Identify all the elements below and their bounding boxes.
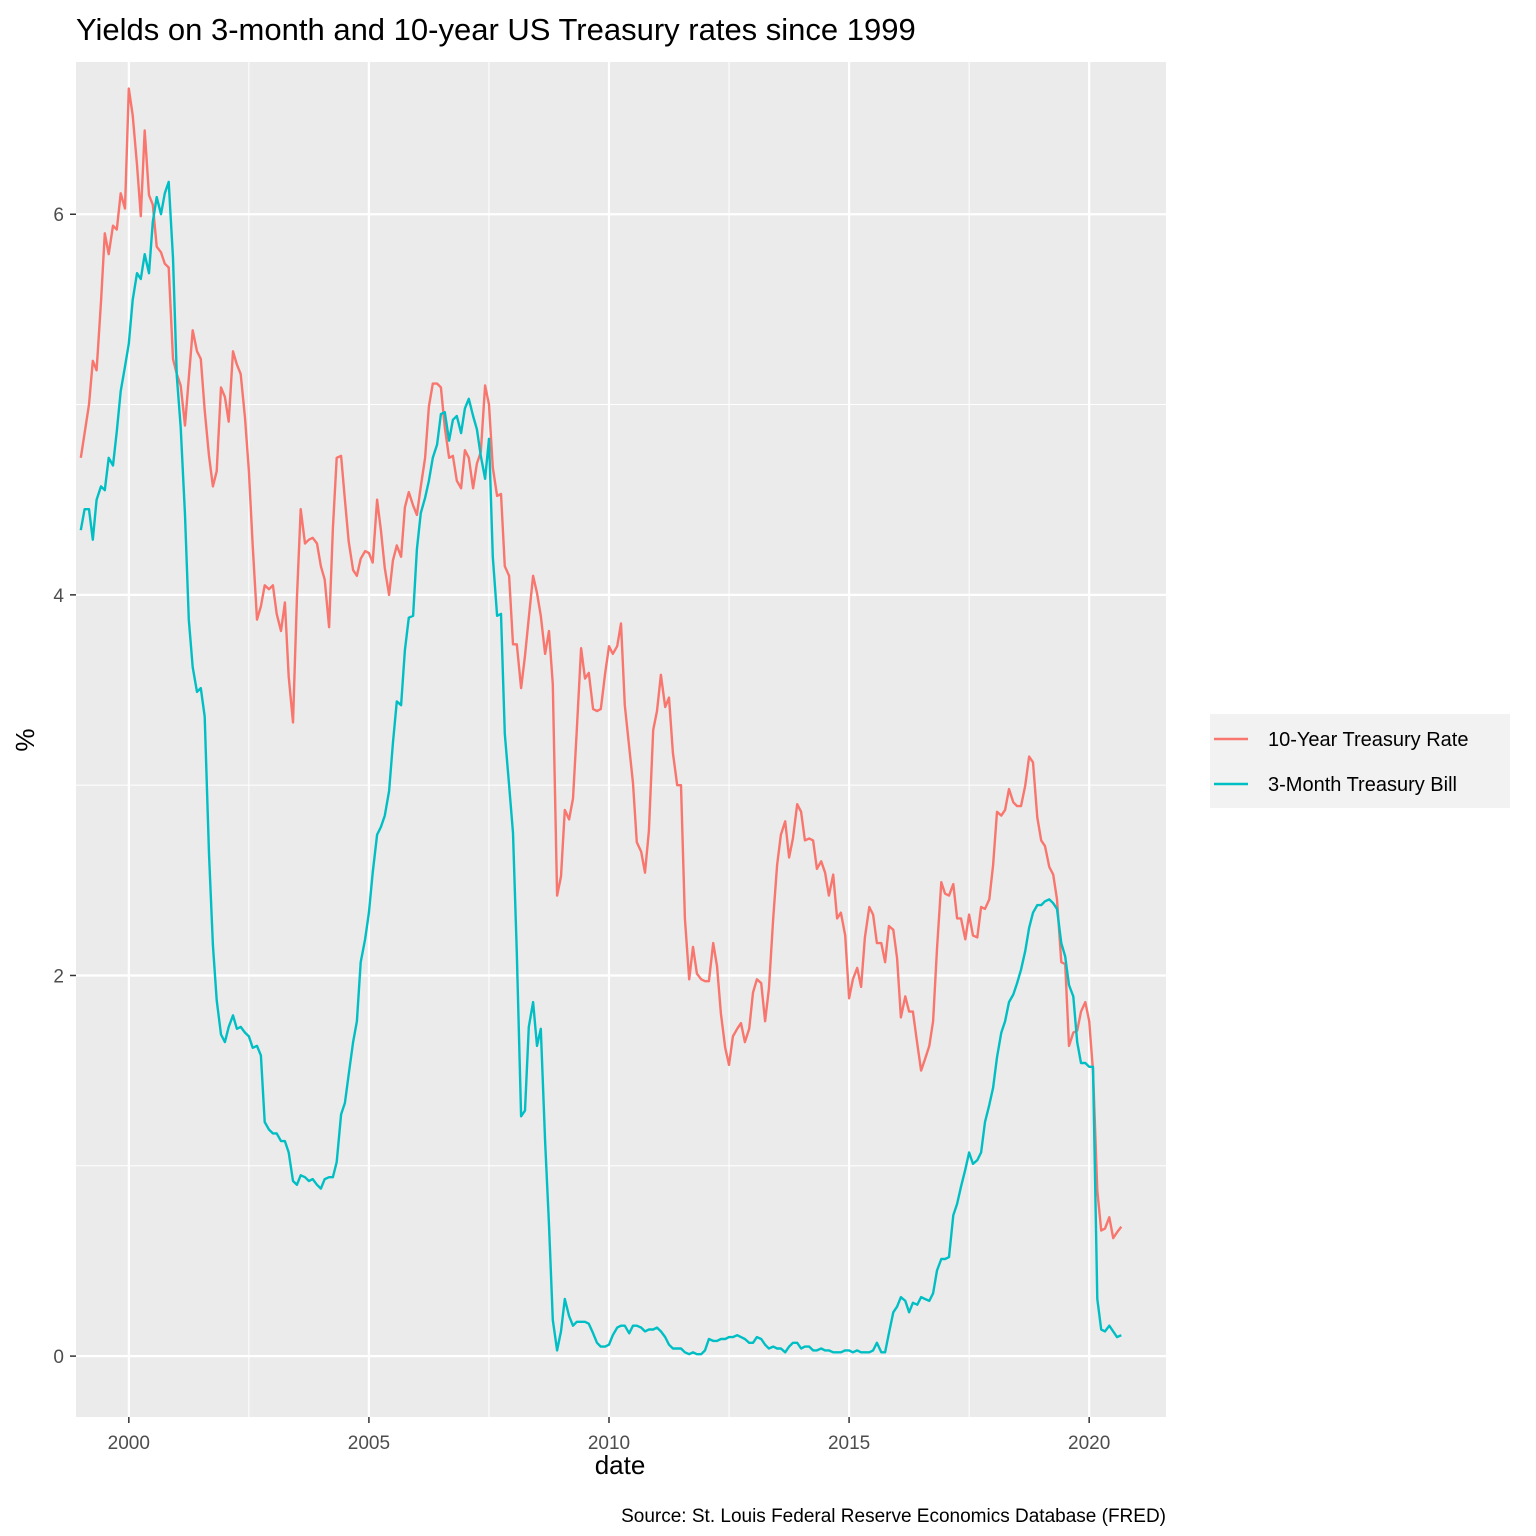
legend-label-10-year-treasury-rate: 10-Year Treasury Rate [1268, 729, 1468, 751]
major-gridlines [76, 62, 1166, 1417]
y-tick-label: 4 [53, 586, 64, 607]
series-lines [79, 87, 1123, 1356]
x-tick-label: 2010 [588, 1433, 630, 1454]
series-line-10-year-treasury-rate [79, 87, 1123, 1240]
y-tick-label: 0 [53, 1347, 64, 1368]
legend-label-3-month-treasury-bill: 3-Month Treasury Bill [1268, 774, 1457, 796]
chart-title: Yields on 3-month and 10-year US Treasur… [76, 12, 916, 47]
legend: 10-Year Treasury Rate 3-Month Treasury Bi… [1210, 714, 1510, 808]
x-axis-title: date [595, 1450, 646, 1480]
y-axis-ticks: 0 2 4 6 [53, 205, 76, 1368]
source-caption: Source: St. Louis Federal Reserve Econom… [621, 1506, 1166, 1527]
y-tick-label: 6 [53, 205, 64, 226]
y-axis-title: % [10, 728, 40, 751]
x-axis-ticks: 2000 2005 2010 2015 2020 [108, 1417, 1110, 1454]
y-tick-label: 2 [53, 966, 64, 987]
x-tick-label: 2005 [348, 1433, 390, 1454]
x-tick-label: 2000 [108, 1433, 150, 1454]
series-line-3-month-treasury-bill [79, 180, 1122, 1356]
x-tick-label: 2020 [1068, 1433, 1110, 1454]
minor-gridlines [76, 62, 1166, 1417]
x-tick-label: 2015 [828, 1433, 870, 1454]
legend-background [1210, 714, 1510, 808]
plot-panel [76, 62, 1166, 1417]
